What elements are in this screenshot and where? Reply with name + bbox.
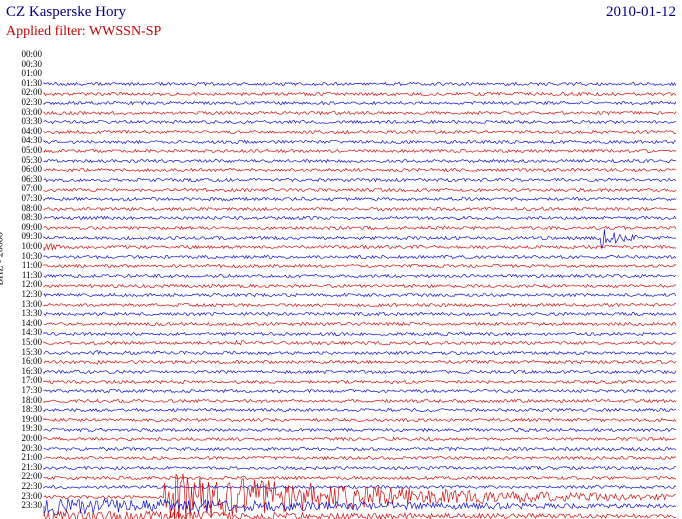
- time-label: 20:00: [12, 434, 42, 443]
- time-label: 08:30: [12, 213, 42, 222]
- yaxis-label: BHZ - 20000: [0, 232, 6, 285]
- record-date: 2010-01-12: [606, 4, 676, 21]
- time-label: 02:30: [12, 98, 42, 107]
- time-label: 10:00: [12, 242, 42, 251]
- filter-label: Applied filter: WWSSN-SP: [6, 24, 161, 40]
- seismogram-plot: [44, 48, 676, 513]
- time-label: 15:00: [12, 338, 42, 347]
- time-label: 01:00: [12, 69, 42, 78]
- time-label: 05:00: [12, 146, 42, 155]
- time-label: 00:00: [12, 50, 42, 59]
- seismic-trace: [44, 505, 676, 519]
- time-label: 06:00: [12, 165, 42, 174]
- time-label: 07:30: [12, 194, 42, 203]
- time-label: 17:30: [12, 386, 42, 395]
- time-label: 13:30: [12, 309, 42, 318]
- time-label: 18:30: [12, 405, 42, 414]
- time-label: 11:00: [12, 261, 42, 270]
- time-label: 16:00: [12, 357, 42, 366]
- time-label: 22:30: [12, 482, 42, 491]
- seismogram-container: CZ Kasperske Hory 2010-01-12 Applied fil…: [0, 0, 682, 519]
- time-label: 21:00: [12, 453, 42, 462]
- time-label: 03:30: [12, 117, 42, 126]
- time-label: 12:30: [12, 290, 42, 299]
- station-title: CZ Kasperske Hory: [6, 4, 126, 21]
- header-row: CZ Kasperske Hory 2010-01-12: [6, 4, 676, 21]
- time-label: 23:30: [12, 501, 42, 510]
